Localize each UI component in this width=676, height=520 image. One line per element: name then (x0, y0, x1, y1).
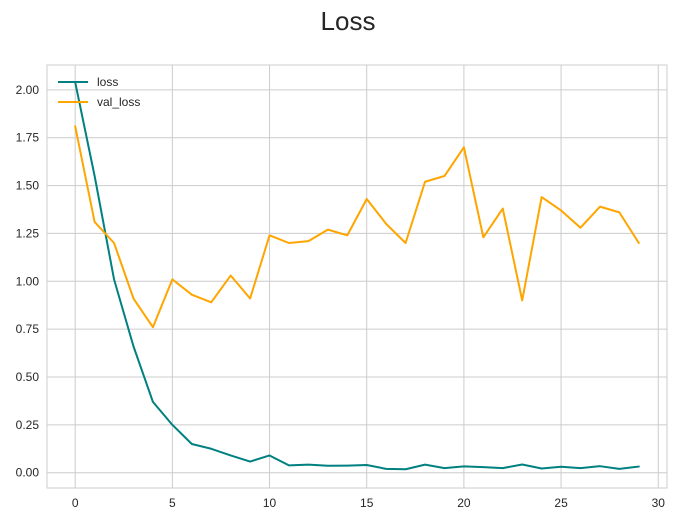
y-tick-label: 1.50 (16, 179, 40, 193)
x-tick-label: 15 (360, 496, 374, 510)
y-tick-label: 2.00 (16, 83, 40, 97)
x-axis-ticks: 0 5 10 15 20 25 30 (72, 496, 665, 510)
legend-label: loss (97, 75, 118, 89)
x-tick-label: 0 (72, 496, 79, 510)
y-tick-label: 1.25 (16, 226, 40, 240)
plot-frame (46, 64, 668, 489)
y-tick-label: 0.25 (16, 418, 40, 432)
x-tick-label: 10 (263, 496, 277, 510)
chart-title: Loss (321, 6, 376, 36)
legend: loss val_loss (58, 75, 140, 109)
x-tick-label: 20 (457, 496, 471, 510)
y-tick-label: 0.75 (16, 322, 40, 336)
plot-area: 0 5 10 15 20 25 30 0.00 0.25 0.50 0.75 1.00 1.25 1.5… (16, 64, 668, 510)
y-tick-label: 0.50 (16, 370, 40, 384)
x-tick-label: 30 (652, 496, 666, 510)
grid-lines (47, 65, 667, 488)
series-line-loss (74, 81, 640, 471)
x-tick-label: 25 (554, 496, 568, 510)
y-tick-label: 0.00 (16, 466, 40, 480)
y-tick-label: 1.00 (16, 274, 40, 288)
y-tick-label: 1.75 (16, 131, 40, 145)
series-line-val-loss (74, 125, 640, 329)
y-axis-ticks: 0.00 0.25 0.50 0.75 1.00 1.25 1.50 1.75 2.00 (16, 83, 40, 480)
legend-label: val_loss (97, 95, 140, 109)
x-tick-label: 5 (169, 496, 176, 510)
series-lines (74, 81, 640, 471)
